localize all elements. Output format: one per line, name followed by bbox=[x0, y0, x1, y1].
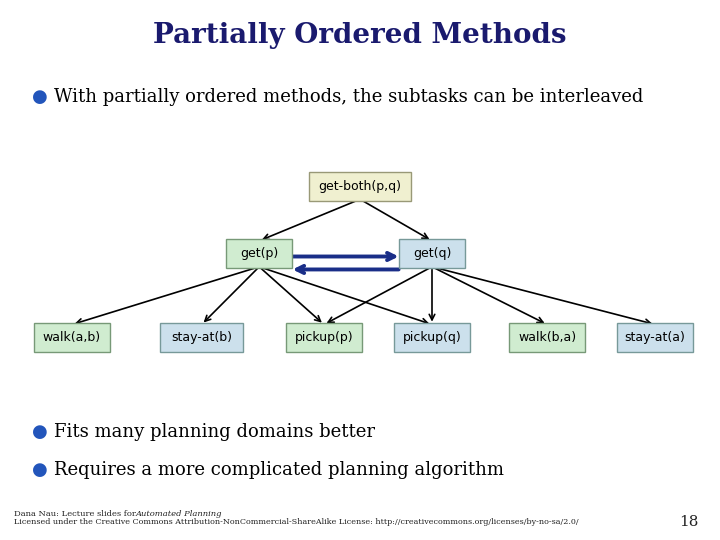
Text: Requires a more complicated planning algorithm: Requires a more complicated planning alg… bbox=[54, 461, 504, 479]
Text: Dana Nau: Lecture slides for: Dana Nau: Lecture slides for bbox=[14, 510, 139, 518]
Text: get-both(p,q): get-both(p,q) bbox=[318, 180, 402, 193]
Text: ●: ● bbox=[32, 88, 48, 106]
Text: With partially ordered methods, the subtasks can be interleaved: With partially ordered methods, the subt… bbox=[54, 88, 644, 106]
FancyBboxPatch shape bbox=[399, 239, 465, 268]
FancyBboxPatch shape bbox=[617, 323, 693, 352]
FancyBboxPatch shape bbox=[509, 323, 585, 352]
Text: stay-at(a): stay-at(a) bbox=[625, 331, 685, 344]
FancyBboxPatch shape bbox=[394, 323, 470, 352]
Text: Partially Ordered Methods: Partially Ordered Methods bbox=[153, 22, 567, 49]
FancyBboxPatch shape bbox=[34, 323, 110, 352]
Text: ●: ● bbox=[32, 423, 48, 441]
Text: get(p): get(p) bbox=[240, 247, 279, 260]
Text: stay-at(b): stay-at(b) bbox=[171, 331, 232, 344]
Text: Licensed under the Creative Commons Attribution-NonCommercial-ShareAlike License: Licensed under the Creative Commons Attr… bbox=[14, 518, 579, 526]
FancyBboxPatch shape bbox=[160, 323, 243, 352]
Text: walk(a,b): walk(a,b) bbox=[43, 331, 101, 344]
FancyBboxPatch shape bbox=[286, 323, 362, 352]
Text: pickup(q): pickup(q) bbox=[402, 331, 462, 344]
Text: 18: 18 bbox=[679, 515, 698, 529]
Text: pickup(p): pickup(p) bbox=[294, 331, 354, 344]
Text: Fits many planning domains better: Fits many planning domains better bbox=[54, 423, 375, 441]
Text: ●: ● bbox=[32, 461, 48, 479]
Text: walk(b,a): walk(b,a) bbox=[518, 331, 576, 344]
Text: Automated Planning: Automated Planning bbox=[135, 510, 222, 518]
FancyBboxPatch shape bbox=[310, 172, 410, 201]
Text: get(q): get(q) bbox=[413, 247, 451, 260]
FancyBboxPatch shape bbox=[226, 239, 292, 268]
